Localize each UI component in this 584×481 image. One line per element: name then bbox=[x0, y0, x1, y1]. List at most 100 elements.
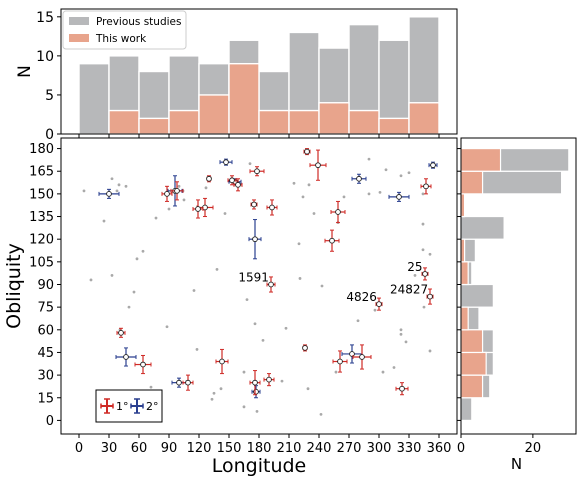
right-bar-previous-8 bbox=[460, 215, 505, 240]
red-point-marker bbox=[252, 379, 258, 386]
background-point bbox=[407, 171, 411, 175]
background-point bbox=[378, 190, 382, 194]
red-point bbox=[309, 149, 327, 181]
background-point bbox=[115, 189, 119, 193]
right-frame bbox=[460, 137, 577, 435]
red-point-marker bbox=[304, 148, 310, 155]
background-point bbox=[421, 222, 425, 226]
top-legend-box bbox=[62, 10, 187, 50]
red-point-marker bbox=[337, 358, 343, 365]
scatter-xtick-label: 210 bbox=[277, 441, 302, 456]
red-point-marker bbox=[427, 293, 433, 300]
right-bar-thiswork-9 bbox=[460, 193, 466, 218]
top-bar-thiswork-3 bbox=[168, 109, 200, 135]
red-point-marker bbox=[140, 361, 146, 368]
background-point bbox=[242, 405, 246, 409]
top-ytick-label: 10 bbox=[36, 49, 54, 65]
right-bar-thiswork-1 bbox=[460, 374, 484, 399]
right-xlabel: N bbox=[511, 455, 522, 473]
top-legend-label-1: This work bbox=[95, 33, 147, 45]
scatter-xtick-label: 0 bbox=[75, 441, 83, 456]
annotation-label: 24827 bbox=[390, 283, 428, 297]
red-point bbox=[324, 229, 340, 252]
blue-point-marker bbox=[430, 162, 436, 169]
background-point bbox=[177, 184, 181, 188]
legend-label-1deg: 1° bbox=[116, 400, 129, 413]
red-point bbox=[303, 148, 311, 156]
red-point-marker bbox=[118, 329, 124, 336]
background-point bbox=[334, 370, 338, 374]
background-point bbox=[261, 338, 265, 342]
red-point-marker bbox=[185, 379, 191, 386]
top-legend-swatch-0 bbox=[69, 17, 89, 25]
top-ytick-label: 0 bbox=[45, 127, 54, 143]
background-point bbox=[89, 278, 93, 282]
annotation-label: 25 bbox=[407, 260, 422, 274]
background-point bbox=[141, 249, 145, 253]
background-point bbox=[223, 212, 227, 215]
background-point bbox=[110, 177, 114, 181]
background-point bbox=[255, 409, 259, 413]
background-point bbox=[127, 305, 131, 309]
background-point bbox=[82, 189, 86, 193]
red-point bbox=[192, 199, 204, 219]
scatter-ytick-label: 150 bbox=[29, 187, 54, 202]
background-point bbox=[301, 195, 305, 199]
background-point bbox=[182, 198, 186, 202]
red-point-marker bbox=[235, 181, 241, 188]
background-point bbox=[219, 387, 223, 391]
background-point bbox=[399, 332, 403, 336]
red-point bbox=[206, 175, 212, 183]
background-point bbox=[307, 183, 311, 187]
scatter-ytick-label: 75 bbox=[37, 301, 54, 316]
red-point-marker bbox=[174, 188, 180, 194]
annotation-label: 1591 bbox=[238, 270, 269, 284]
scatter-xtick-label: 120 bbox=[187, 441, 212, 456]
top-legend-swatch-1 bbox=[69, 34, 89, 42]
background-point bbox=[195, 348, 199, 351]
background-point bbox=[306, 387, 310, 391]
legend-cross-1deg bbox=[100, 398, 114, 414]
background-point bbox=[381, 370, 385, 374]
top-bar-thiswork-11 bbox=[408, 102, 440, 135]
scatter-frame bbox=[60, 137, 458, 435]
blue-point-marker bbox=[106, 191, 112, 197]
background-point bbox=[212, 391, 216, 395]
right-bar-thiswork-7 bbox=[460, 238, 466, 263]
top-bar-thiswork-10 bbox=[378, 117, 410, 135]
red-point bbox=[421, 267, 429, 281]
red-point bbox=[250, 199, 258, 210]
background-point bbox=[124, 184, 128, 188]
background-point bbox=[135, 257, 139, 261]
red-point bbox=[249, 370, 261, 396]
blue-point-marker bbox=[176, 379, 182, 386]
scatter-ytick-label: 180 bbox=[29, 142, 54, 157]
right-bar-thiswork-2 bbox=[460, 351, 487, 376]
background-point bbox=[253, 322, 257, 326]
annotation-label: 4826 bbox=[346, 290, 377, 304]
legend-cross-2deg bbox=[130, 398, 144, 414]
top-bar-thiswork-4 bbox=[198, 94, 230, 135]
red-point bbox=[375, 297, 383, 311]
right-histogram: 0 20N bbox=[457, 137, 577, 473]
red-point-marker bbox=[359, 354, 365, 360]
right-bar-previous-0 bbox=[460, 397, 473, 422]
top-ytick-label: 15 bbox=[36, 10, 54, 26]
red-point bbox=[352, 344, 372, 370]
top-histogram: 0 5 10 15 N Previous studies This work bbox=[15, 8, 458, 143]
background-point bbox=[215, 267, 219, 271]
right-bar-previous-5 bbox=[460, 283, 494, 308]
background-point bbox=[167, 207, 171, 211]
red-point bbox=[426, 288, 434, 305]
scatter-ytick-label: 165 bbox=[29, 165, 54, 180]
red-point-marker bbox=[376, 301, 382, 307]
blue-point-marker bbox=[252, 236, 258, 243]
background-point bbox=[320, 284, 324, 288]
scatter-ytick-label: 0 bbox=[46, 414, 54, 429]
blue-point bbox=[98, 188, 120, 199]
background-point bbox=[210, 397, 214, 401]
scatter-ytick-label: 15 bbox=[37, 391, 54, 406]
top-ytick-label: 5 bbox=[45, 88, 54, 104]
